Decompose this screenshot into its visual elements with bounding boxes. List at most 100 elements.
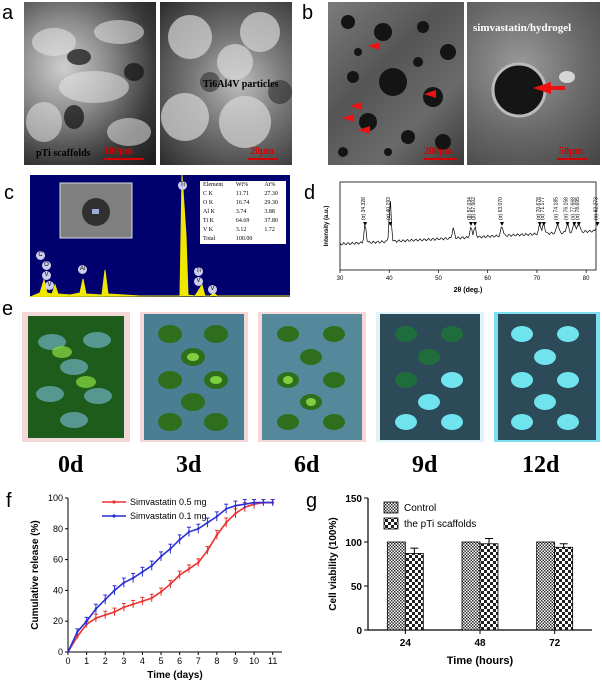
- data-point: [113, 610, 116, 614]
- scaffold-photo-12d: [494, 312, 600, 442]
- peak-marker: [555, 222, 560, 226]
- eds-plot: [30, 175, 290, 297]
- data-point: [76, 630, 79, 634]
- peak-label: V: [208, 285, 217, 294]
- data-point: [187, 567, 191, 571]
- y-tick-label: 0: [356, 626, 362, 637]
- peak-label: (α) 77.668: [570, 197, 576, 220]
- scaffold-photo-3d: [140, 312, 248, 442]
- peak-marker: [468, 222, 473, 226]
- sem-texture: [161, 12, 292, 148]
- peak-label: V: [194, 277, 203, 286]
- table-header: Element: [203, 182, 223, 188]
- y-tick-label: 20: [53, 616, 63, 626]
- data-point: [159, 555, 163, 558]
- peak-label: Ti: [178, 181, 187, 190]
- x-tick-label: 80: [583, 276, 590, 282]
- x-tick-label: 72: [549, 638, 561, 649]
- data-point: [234, 504, 237, 507]
- y-tick-label: 0: [58, 647, 63, 657]
- panel-label-a: a: [2, 2, 14, 24]
- data-point: [141, 570, 144, 574]
- x-tick-label: 3: [121, 656, 126, 666]
- scale-bar: [557, 158, 587, 160]
- data-point: [85, 620, 88, 623]
- peak-label: Ti: [194, 267, 203, 276]
- peak-label: (α) 40.193: [386, 197, 392, 220]
- table-header: Wt%: [235, 182, 249, 188]
- data-point: [224, 507, 228, 510]
- arrow-markers: [342, 42, 436, 134]
- data-point: [178, 538, 181, 541]
- data-point: [169, 547, 172, 551]
- y-tick-label: 150: [345, 494, 362, 505]
- legend-label: Control: [404, 503, 436, 514]
- scaffold-image: [22, 312, 130, 442]
- bar: [536, 541, 556, 631]
- x-tick-label: 10: [249, 656, 259, 666]
- cell: O K: [203, 200, 214, 206]
- data-point: [150, 596, 153, 600]
- cell: Total: [203, 236, 216, 242]
- y-tick-label: 80: [53, 524, 63, 534]
- peak-marker: [595, 222, 600, 226]
- peak-marker: [499, 222, 504, 226]
- y-axis-label: Cumulative release (%): [30, 520, 41, 630]
- x-tick-label: 30: [337, 276, 344, 282]
- y-axis-label: Cell viability (100%): [328, 517, 339, 610]
- table-header: At%: [264, 182, 276, 188]
- sem-image-ti6al4v-particles: Ti6Al4V particles 20μm: [160, 2, 292, 165]
- xrd-trace: [339, 201, 597, 246]
- peak-label: (α) 63.070: [498, 197, 504, 220]
- legend-swatch: [383, 517, 399, 530]
- x-tick-label: 11: [268, 656, 277, 666]
- legend-swatch: [383, 501, 399, 514]
- scaffold-photo-0d: [22, 312, 130, 442]
- peak-marker: [537, 222, 542, 226]
- data-point: [215, 515, 219, 518]
- table-row: C K 11.71 27.30: [200, 190, 286, 199]
- cell: 37.80: [264, 218, 278, 224]
- peak-marker: [572, 222, 577, 226]
- x-axis-label: 2θ (deg.): [454, 287, 483, 294]
- arrow-marker: [533, 82, 551, 94]
- series-line: [67, 501, 273, 653]
- day-label: 3d: [176, 452, 202, 478]
- cell: 16.74: [235, 200, 250, 206]
- peak-label: (α) 71.177: [540, 197, 546, 220]
- scale-label: 200μm: [424, 146, 453, 157]
- peak-label: (α) 34.328: [361, 197, 367, 220]
- bar: [386, 541, 406, 631]
- data-point: [243, 502, 246, 506]
- x-tick-label: 24: [400, 638, 412, 649]
- x-tick-label: 7: [196, 656, 201, 666]
- table-row: O K 16.74 29.30: [200, 199, 286, 208]
- data-point: [178, 573, 181, 577]
- xrd-chart: (α) 34.328 (α) 40.193 (β) 57.034(β) 57.502…: [324, 181, 600, 294]
- scaffold-photo-6d: [258, 312, 366, 442]
- panel-label-d: d: [304, 182, 316, 204]
- sem-texture: [338, 15, 456, 157]
- data-point: [141, 599, 144, 603]
- bar: [461, 541, 481, 631]
- x-tick-label: 5: [159, 656, 164, 666]
- data-point: [169, 583, 172, 586]
- data-point: [234, 512, 237, 515]
- panel-label-b: b: [302, 2, 314, 24]
- cell: Ti K: [203, 218, 214, 224]
- scale-label: 100μm: [104, 146, 133, 157]
- peak-label: (α) 70.678: [536, 197, 542, 220]
- peak-label: (α) 82.273: [593, 197, 599, 220]
- x-tick-label: 70: [534, 276, 541, 282]
- sem-image-simvastatin-hydrogel: simvastatin/hydrogel 50μm: [467, 2, 600, 165]
- data-point: [271, 501, 274, 504]
- panel-label-c: c: [4, 182, 14, 204]
- scaffold-image: [494, 312, 600, 442]
- x-tick-label: 2: [103, 656, 108, 666]
- cell: 27.30: [264, 191, 278, 197]
- data-point: [206, 549, 209, 552]
- data-point: [113, 589, 116, 592]
- data-point: [122, 606, 126, 609]
- scale-bar: [248, 158, 278, 160]
- sem-caption-pti: pTi scaffolds: [36, 148, 91, 159]
